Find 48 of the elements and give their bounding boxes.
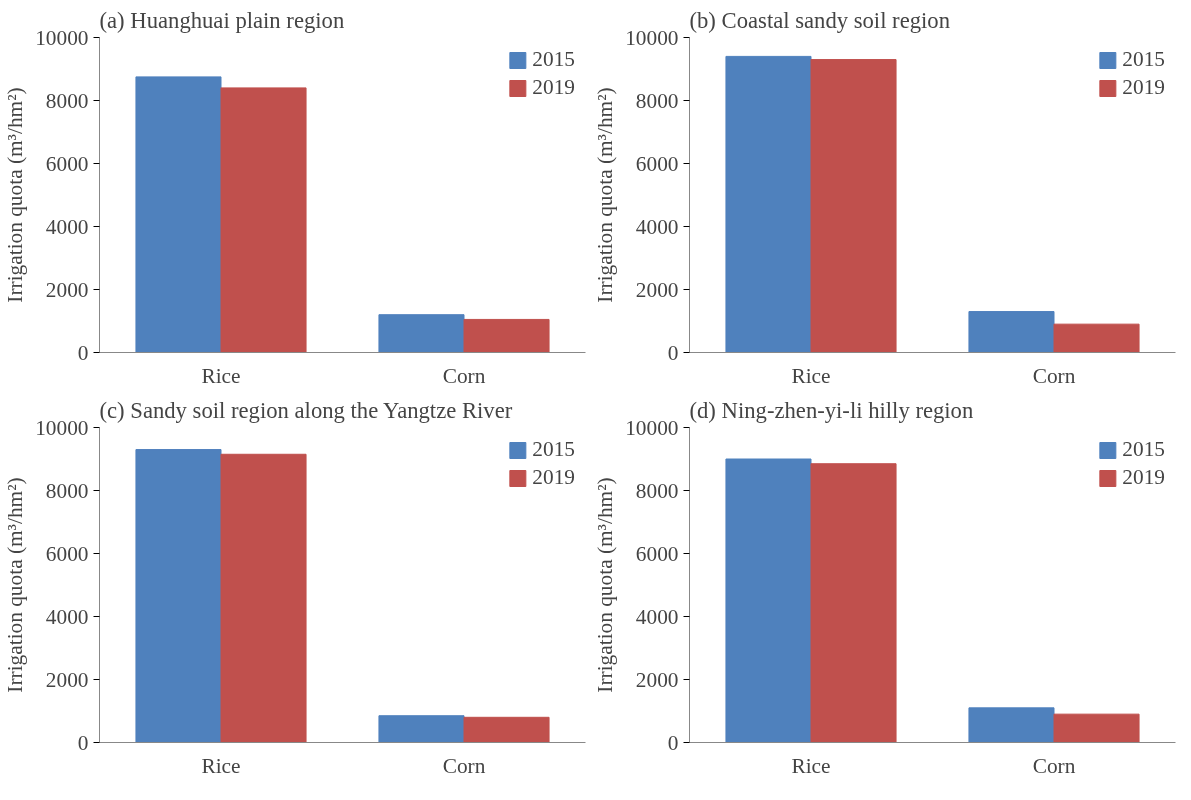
y-tick-label: 2000	[45, 277, 89, 302]
legend-label: 2019	[532, 465, 575, 490]
legend-label: 2015	[1122, 437, 1165, 462]
y-tick-label: 10000	[35, 415, 89, 440]
chart-title: (c) Sandy soil region along the Yangtze River	[99, 397, 513, 423]
legend-label: 2015	[532, 437, 575, 462]
y-tick-label: 10000	[625, 25, 679, 50]
x-tick-label: Corn	[442, 753, 486, 778]
y-tick-label: 4000	[45, 604, 89, 629]
chart-title: (b) Coastal sandy soil region	[689, 7, 951, 33]
y-tick-label: 8000	[45, 478, 89, 503]
legend-label: 2019	[1122, 75, 1165, 100]
x-tick-label: Rice	[791, 753, 831, 778]
y-axis-title: Irrigation quota (m³/hm²)	[593, 477, 618, 693]
x-tick-label: Rice	[201, 363, 241, 388]
chart-title: (a) Huanghuai plain region	[99, 7, 345, 33]
y-tick-label: 0	[77, 730, 89, 755]
y-tick-label: 2000	[635, 667, 679, 692]
x-tick-label: Corn	[442, 363, 486, 388]
y-tick-label: 8000	[45, 88, 89, 113]
y-tick-label: 6000	[635, 541, 679, 566]
y-tick-label: 4000	[635, 604, 679, 629]
y-tick-label: 6000	[635, 151, 679, 176]
legend-label: 2015	[1122, 47, 1165, 72]
y-tick-label: 8000	[635, 478, 679, 503]
legend-label: 2019	[532, 75, 575, 100]
legend-label: 2015	[532, 47, 575, 72]
x-tick-label: Corn	[1032, 753, 1076, 778]
y-tick-label: 2000	[45, 667, 89, 692]
y-tick-label: 0	[667, 730, 679, 755]
y-tick-label: 4000	[45, 214, 89, 239]
y-tick-label: 2000	[635, 277, 679, 302]
y-tick-label: 6000	[45, 541, 89, 566]
y-axis-title: Irrigation quota (m³/hm²)	[3, 477, 28, 693]
y-axis-title: Irrigation quota (m³/hm²)	[593, 87, 618, 303]
legend-label: 2019	[1122, 465, 1165, 490]
x-tick-label: Corn	[1032, 363, 1076, 388]
x-tick-label: Rice	[201, 753, 241, 778]
y-tick-label: 8000	[635, 88, 679, 113]
y-tick-label: 0	[667, 340, 679, 365]
y-tick-label: 0	[77, 340, 89, 365]
y-tick-label: 4000	[635, 214, 679, 239]
y-axis-title: Irrigation quota (m³/hm²)	[3, 87, 28, 303]
y-tick-label: 10000	[35, 25, 89, 50]
chart-title: (d) Ning-zhen-yi-li hilly region	[689, 397, 974, 423]
x-tick-label: Rice	[791, 363, 831, 388]
y-tick-label: 6000	[45, 151, 89, 176]
y-tick-label: 10000	[625, 415, 679, 440]
